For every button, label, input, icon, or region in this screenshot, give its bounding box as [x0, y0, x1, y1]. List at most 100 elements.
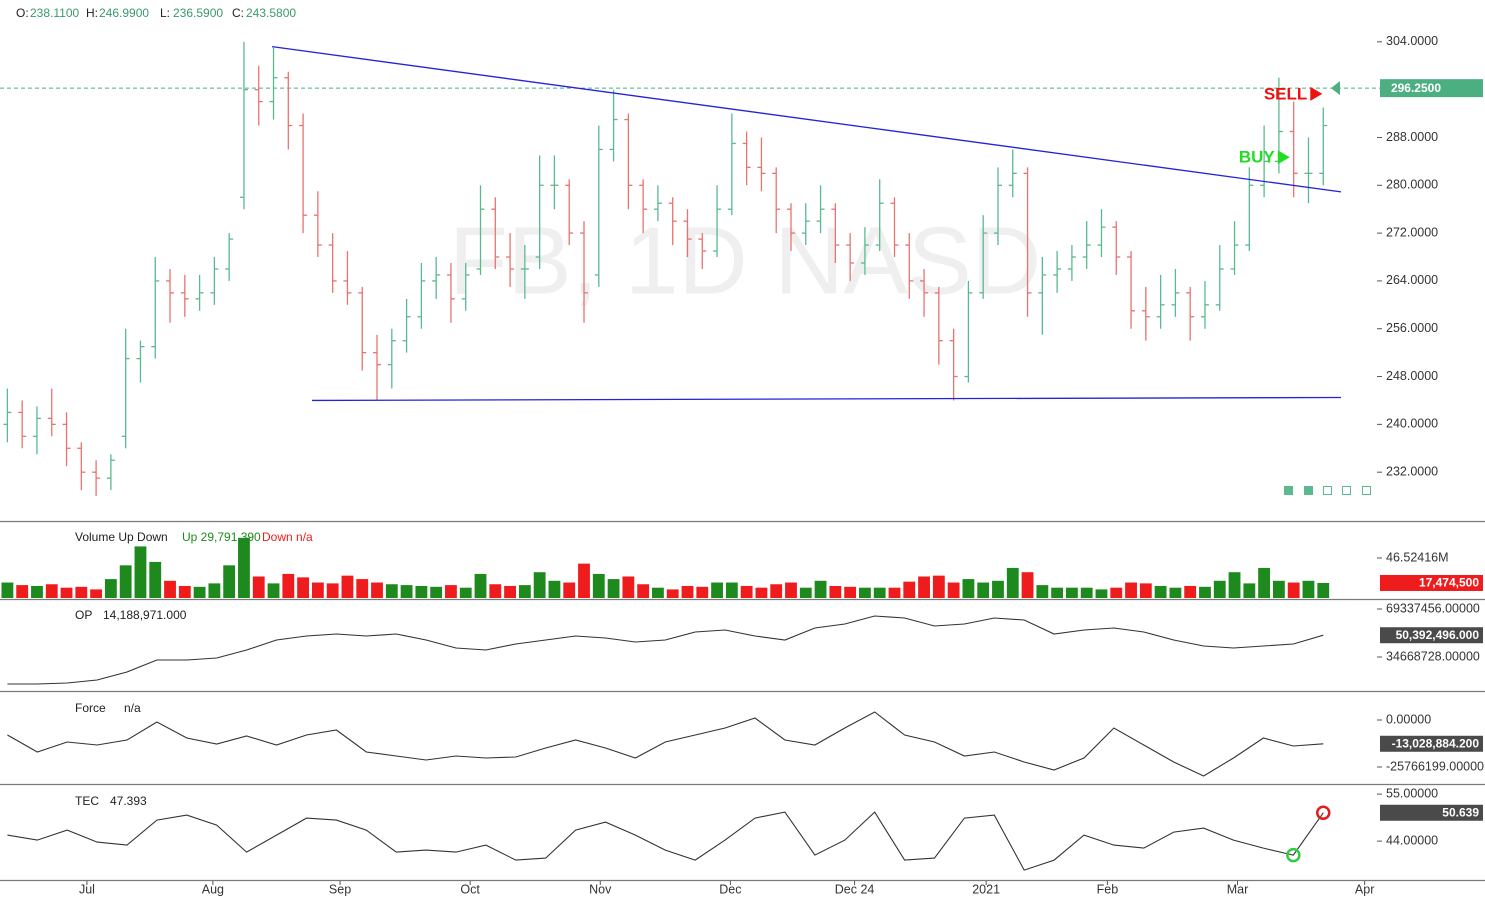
ohlc-bar: [949, 328, 958, 401]
ohlc-bar: [1319, 107, 1328, 186]
ohlc-bar: [1008, 149, 1017, 198]
pager-dot[interactable]: [1304, 486, 1313, 495]
volume-bar: [607, 579, 620, 598]
ohlc-key: H:: [86, 6, 98, 20]
ohlc-bar: [299, 113, 308, 234]
volume-bar: [947, 582, 960, 598]
ohlc-bar: [328, 233, 337, 293]
ohlc-bar: [772, 167, 781, 234]
ohlc-bar: [594, 125, 603, 287]
volume-bar: [533, 572, 546, 598]
signal-circle: [1286, 847, 1301, 863]
volume-bar: [371, 582, 383, 598]
pager-dot[interactable]: [1284, 486, 1293, 495]
y-tick-label: 288.0000: [1386, 130, 1438, 144]
signal-circle: [1316, 805, 1331, 821]
volume-bar: [799, 587, 812, 598]
y-tick-label: 264.0000: [1386, 273, 1438, 287]
ohlc-bar: [801, 203, 810, 246]
volume-bar: [104, 579, 117, 598]
ohlc-bar: [520, 245, 529, 299]
y-tick-label: 0.00000: [1386, 712, 1431, 726]
ohlc-bar: [639, 179, 648, 234]
ohlc-bar: [890, 197, 899, 258]
ohlc-bar: [668, 197, 677, 246]
pager-dot[interactable]: [1342, 486, 1351, 495]
volume-bar: [755, 587, 768, 598]
volume-bar: [696, 586, 709, 598]
ohlc-bar: [993, 167, 1002, 246]
volume-bar: [1184, 585, 1197, 598]
volume-bar: [859, 587, 871, 598]
ohlc-bar: [1097, 209, 1106, 258]
signal-arrow: [1277, 150, 1290, 165]
ohlc-bar: [121, 328, 130, 449]
current-price-label: 296.2500: [1391, 81, 1441, 95]
volume-bar: [134, 546, 147, 598]
x-tick-label: Feb: [1097, 882, 1119, 896]
ohlc-bar: [1141, 286, 1150, 341]
volume-bar: [740, 585, 753, 598]
ohlc-bar: [1171, 268, 1180, 317]
volume-bar: [829, 585, 842, 598]
ohlc-bar: [1186, 286, 1195, 341]
ohlc-bar: [964, 280, 973, 383]
volume-bar: [119, 565, 132, 598]
indicator-line: [7, 615, 1324, 685]
ohlc-bar: [92, 460, 101, 497]
ohlc-key: L:: [160, 6, 170, 20]
ohlc-bar: [846, 233, 855, 281]
ohlc-bar: [934, 286, 943, 365]
y-tick-label: 304.0000: [1386, 34, 1438, 48]
volume-bar: [267, 583, 280, 598]
pager-dot[interactable]: [1362, 486, 1371, 495]
current-price-marker: [1331, 81, 1340, 96]
volume-bar: [814, 580, 827, 598]
volume-bar: [563, 582, 576, 598]
x-tick-label: 2021: [972, 882, 1000, 896]
ohlc-bar: [580, 221, 589, 323]
ohlc-bar: [313, 191, 322, 258]
ohlc-bar: [786, 203, 795, 252]
pane-status: 14,188,971.000: [103, 608, 187, 622]
ohlc-bar: [343, 251, 352, 305]
x-tick-label: Nov: [589, 882, 612, 896]
pane-title: Volume Up Down: [75, 530, 168, 544]
volume-bar: [1243, 583, 1256, 598]
ohlc-bar: [269, 47, 278, 120]
volume-bar: [415, 585, 428, 598]
last-value-box: [1380, 735, 1483, 752]
volume-bar: [311, 582, 324, 598]
last-value-label: 17,474,500: [1419, 576, 1479, 590]
x-tick-label: Apr: [1355, 882, 1374, 896]
ohlc-bar: [565, 179, 574, 246]
ohlc-bar: [1038, 257, 1047, 335]
pager-dot[interactable]: [1323, 486, 1332, 495]
volume-bar: [385, 584, 398, 598]
volume-bar: [90, 589, 103, 598]
volume-bar: [992, 580, 1004, 598]
signal-arrow: [1310, 86, 1323, 101]
ohlc-bar: [1260, 125, 1269, 198]
volume-bar: [1258, 567, 1271, 598]
volume-down-label: Down n/a: [262, 530, 313, 544]
ohlc-bar: [151, 257, 160, 359]
volume-bar: [1213, 580, 1226, 598]
x-tick-label: Dec 24: [835, 882, 875, 896]
volume-bar: [31, 585, 43, 598]
ohlc-bar: [239, 41, 248, 210]
ohlc-bar: [713, 185, 722, 258]
volume-bar: [592, 573, 605, 598]
ohlc-value: 236.5900: [173, 6, 223, 20]
volume-bar: [725, 582, 738, 598]
last-value-label: -13,028,884.200: [1392, 736, 1480, 750]
volume-bar: [666, 589, 679, 598]
volume-bar: [785, 582, 797, 598]
last-value-box: [1380, 627, 1483, 644]
volume-bar: [16, 585, 29, 598]
volume-bar: [400, 585, 413, 598]
volume-bar: [297, 577, 310, 598]
ohlc-bar: [860, 227, 869, 275]
volume-bar: [75, 586, 88, 598]
